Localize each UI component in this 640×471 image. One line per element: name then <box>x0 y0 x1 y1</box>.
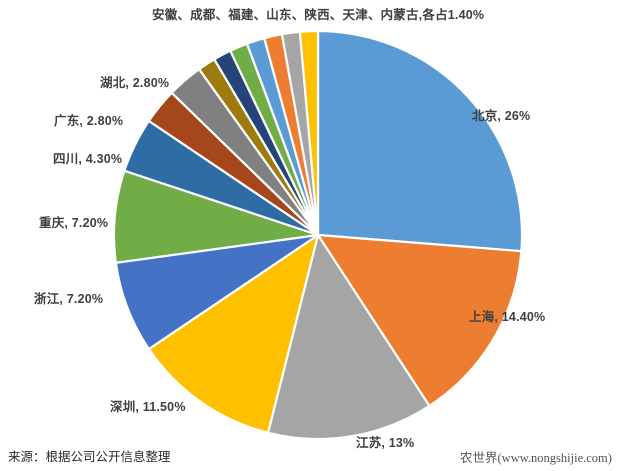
pie-slice-上海 <box>316 233 523 408</box>
watermark: 农世界(www.nongshijie.com) <box>460 451 612 465</box>
label-slice-guangdong: 广东, 2.80% <box>54 114 124 128</box>
label-slice-jiangsu: 江苏, 13% <box>356 436 415 450</box>
label-slice-shenzhen: 深圳, 11.50% <box>110 400 186 414</box>
label-small-slices-group: 安徽、成都、福建、山东、陕西、天津、内蒙古,各占1.40% <box>152 8 485 22</box>
label-slice-shanghai: 上海, 14.40% <box>469 310 546 324</box>
source-note: 来源：根据公司公开信息整理 <box>8 450 171 464</box>
pie-slice-深圳 <box>147 233 320 434</box>
label-slice-sichuan: 四川, 4.30% <box>53 152 123 166</box>
label-slice-beijing: 北京, 26% <box>472 109 531 123</box>
pie-slice-内蒙古 <box>298 29 320 237</box>
pie-slice-group <box>112 29 524 441</box>
label-slice-zhejiang: 浙江, 7.20% <box>34 292 104 306</box>
pie-slice-江苏 <box>266 233 431 441</box>
pie-slice-北京 <box>316 29 524 253</box>
label-slice-chongqing: 重庆, 7.20% <box>39 216 109 230</box>
label-slice-hubei: 湖北, 2.80% <box>100 76 170 90</box>
